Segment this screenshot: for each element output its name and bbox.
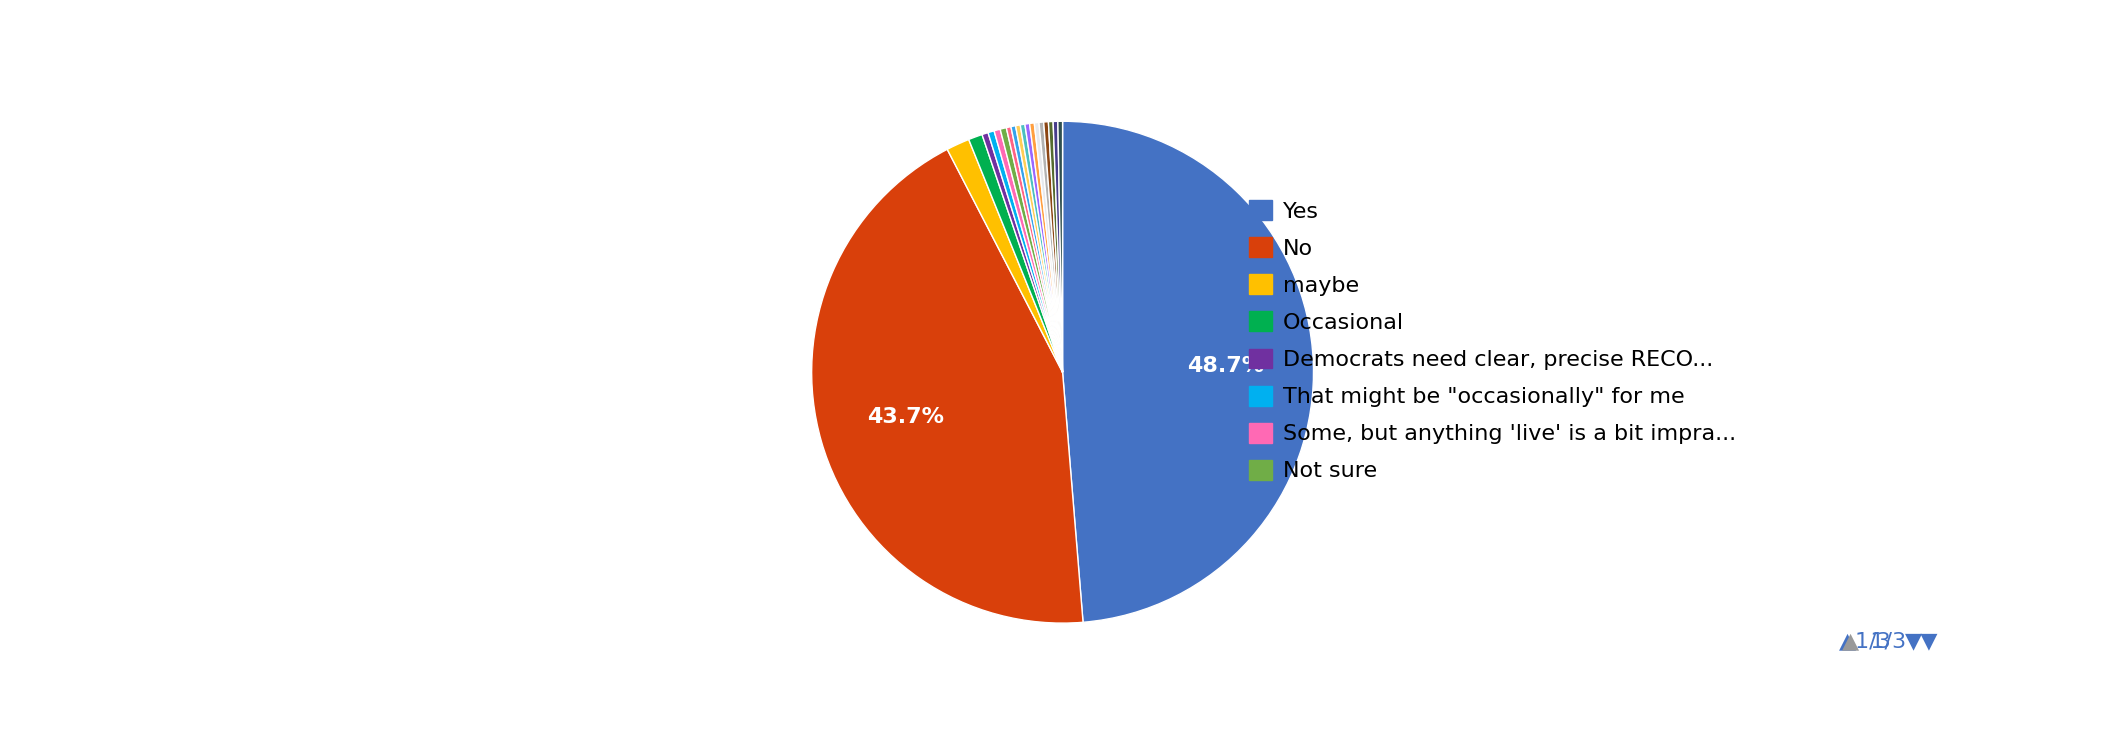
Wedge shape bbox=[1044, 122, 1063, 372]
Wedge shape bbox=[1049, 122, 1063, 372]
Text: 1/3  ▼: 1/3 ▼ bbox=[1855, 631, 1922, 652]
Wedge shape bbox=[947, 139, 1063, 372]
Wedge shape bbox=[1038, 122, 1063, 372]
Text: ▲: ▲ bbox=[1842, 631, 1859, 652]
Wedge shape bbox=[968, 135, 1063, 372]
Wedge shape bbox=[1063, 122, 1315, 622]
Wedge shape bbox=[987, 130, 1063, 372]
Wedge shape bbox=[1011, 126, 1063, 372]
Wedge shape bbox=[1030, 123, 1063, 372]
Wedge shape bbox=[1034, 122, 1063, 372]
Wedge shape bbox=[1015, 125, 1063, 372]
Wedge shape bbox=[981, 133, 1063, 372]
Text: 48.7%: 48.7% bbox=[1188, 355, 1264, 376]
Wedge shape bbox=[1000, 128, 1063, 372]
Legend: Yes, No, maybe, Occasional, Democrats need clear, precise RECO..., That might be: Yes, No, maybe, Occasional, Democrats ne… bbox=[1249, 200, 1737, 481]
Wedge shape bbox=[1021, 124, 1063, 372]
Wedge shape bbox=[994, 129, 1063, 372]
Wedge shape bbox=[812, 150, 1082, 623]
Text: ▲  1/3  ▼: ▲ 1/3 ▼ bbox=[1840, 631, 1937, 652]
Wedge shape bbox=[1025, 123, 1063, 372]
Wedge shape bbox=[1057, 122, 1063, 372]
Wedge shape bbox=[1053, 122, 1063, 372]
Text: 43.7%: 43.7% bbox=[867, 408, 945, 427]
Wedge shape bbox=[1006, 127, 1063, 372]
